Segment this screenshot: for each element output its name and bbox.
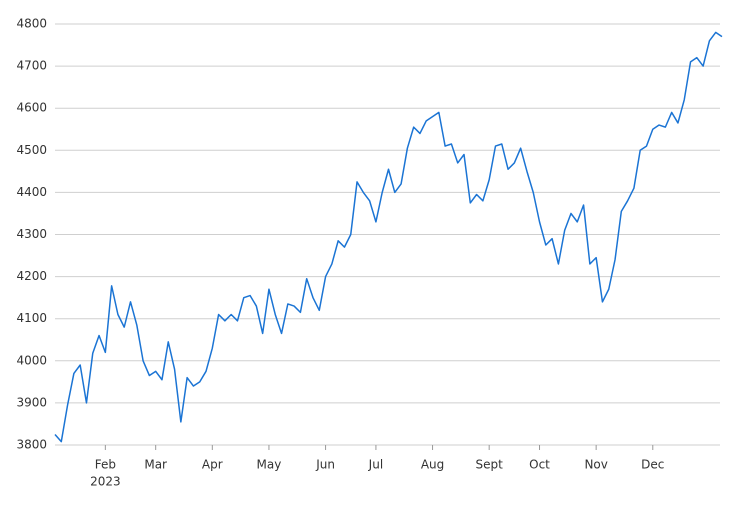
x-year-label: 2023 [90,475,121,489]
x-tick-label: Aug [421,458,444,472]
y-tick-label: 4800 [16,17,47,31]
x-tick-label: Nov [584,458,607,472]
x-tick-label: Jun [315,458,335,472]
y-tick-label: 4700 [16,59,47,73]
x-tick-label: Feb [95,458,116,472]
y-tick-label: 4200 [16,269,47,283]
y-tick-label: 3900 [16,395,47,409]
y-tick-label: 3800 [16,438,47,452]
x-tick-label: May [257,458,282,472]
price-line [54,31,723,443]
x-tick-label: Mar [144,458,167,472]
x-tick-label: Jul [368,458,383,472]
x-tick-label: Sept [476,458,504,472]
y-tick-label: 4400 [16,185,47,199]
y-tick-label: 4100 [16,311,47,325]
x-tick-label: Apr [202,458,223,472]
x-tick-label: Dec [641,458,664,472]
y-tick-label: 4500 [16,143,47,157]
y-tick-label: 4600 [16,101,47,115]
y-tick-label: 4300 [16,227,47,241]
y-tick-label: 4000 [16,353,47,367]
x-tick-label: Oct [529,458,550,472]
